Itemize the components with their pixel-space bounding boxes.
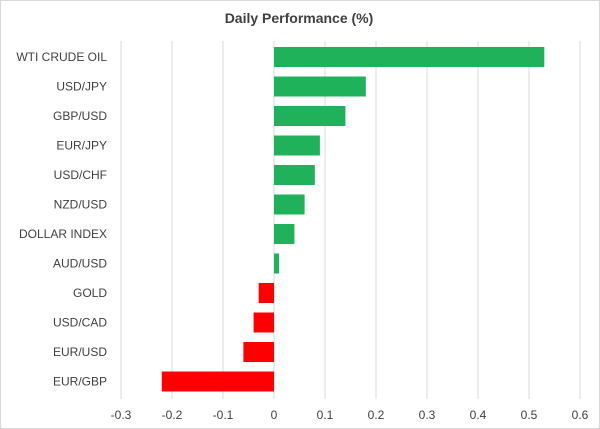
category-labels: WTI CRUDE OIL USD/JPY GBP/USD EUR/JPY USD/CH… xyxy=(16,50,107,389)
chart-title: Daily Performance (%) xyxy=(225,10,374,26)
x-tick-label: 0.2 xyxy=(368,408,385,422)
grid-layer xyxy=(120,41,581,399)
category-label: EUR/USD xyxy=(53,345,107,359)
bar xyxy=(161,371,274,392)
x-tick-label: 0.1 xyxy=(317,408,334,422)
category-label: WTI CRUDE OIL xyxy=(16,50,107,64)
category-label: DOLLAR INDEX xyxy=(19,227,107,241)
category-label: AUD/USD xyxy=(53,257,107,271)
bar xyxy=(274,135,320,156)
category-label: USD/CHF xyxy=(54,168,107,182)
x-tick-label: 0.6 xyxy=(572,408,589,422)
bar xyxy=(274,165,315,185)
category-label: USD/JPY xyxy=(56,80,107,94)
x-tick-label: -0.1 xyxy=(213,408,234,422)
bar xyxy=(274,253,280,274)
category-label: GBP/USD xyxy=(53,109,107,123)
bar-layer xyxy=(161,47,545,392)
bar xyxy=(274,47,545,67)
category-label: EUR/JPY xyxy=(56,139,107,153)
category-label: EUR/GBP xyxy=(53,375,107,389)
x-tick-label: 0.3 xyxy=(419,408,436,422)
bar xyxy=(253,312,274,333)
bar xyxy=(274,76,366,97)
x-tick-label: 0.4 xyxy=(470,408,487,422)
bar xyxy=(274,194,305,215)
bar xyxy=(243,342,274,362)
x-axis-tick-labels: -0.3 -0.2 -0.1 0 0.1 0.2 0.3 0.4 0.5 0.6 xyxy=(111,408,589,422)
x-tick-label: 0 xyxy=(271,408,278,422)
x-tick-label: 0.5 xyxy=(521,408,538,422)
category-label: USD/CAD xyxy=(53,316,107,330)
x-tick-label: -0.3 xyxy=(111,408,132,422)
bar xyxy=(274,106,346,126)
category-label: GOLD xyxy=(73,286,107,300)
x-tick-label: -0.2 xyxy=(162,408,183,422)
category-label: NZD/USD xyxy=(54,198,108,212)
bar xyxy=(258,283,274,303)
bar xyxy=(274,224,295,244)
